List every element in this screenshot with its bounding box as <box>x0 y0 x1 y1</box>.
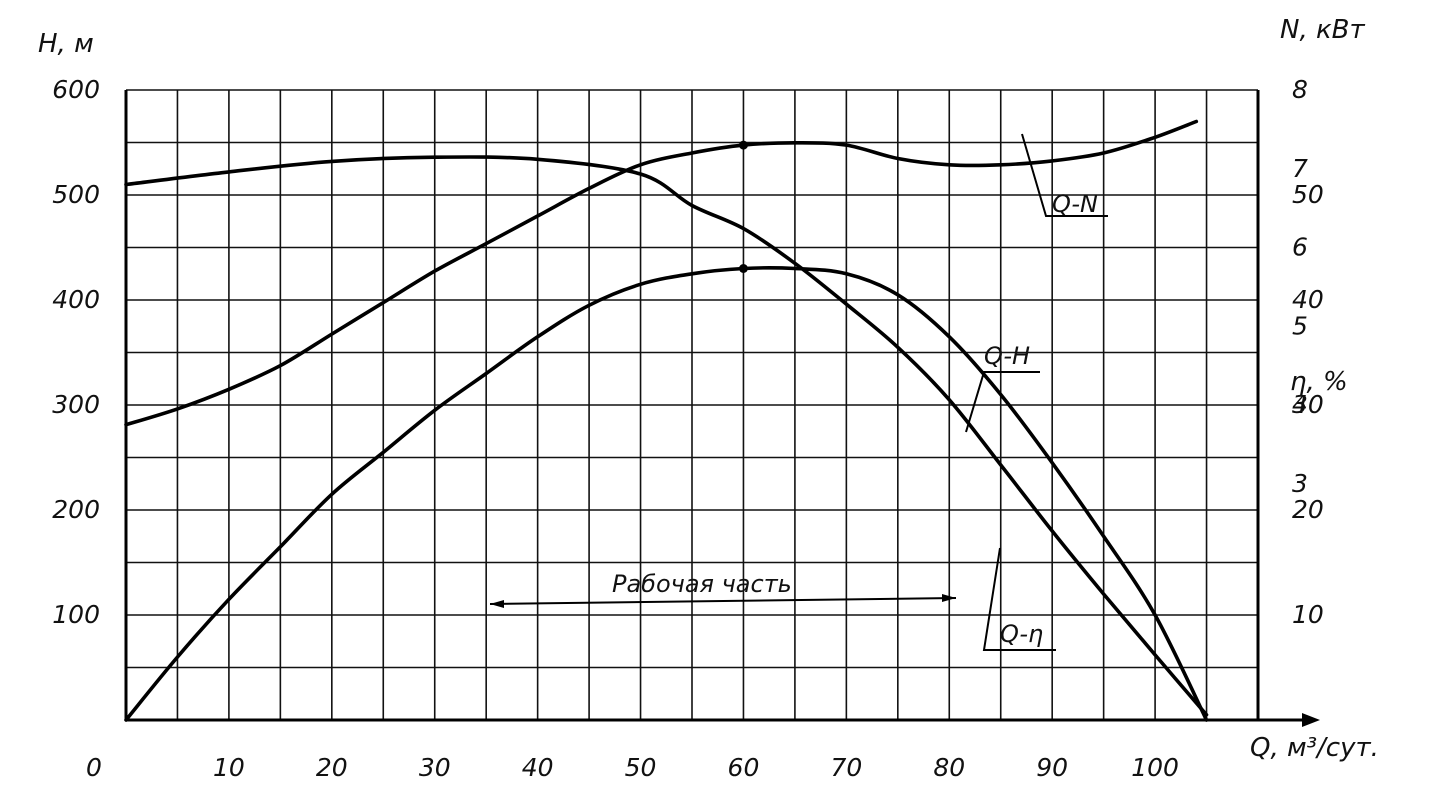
annotation-arrow <box>489 594 957 608</box>
leader-q-eta <box>982 547 1056 651</box>
x-tick-label: 70 <box>830 753 862 782</box>
x-axis-title: Q, м³/сут. <box>1250 733 1379 763</box>
series-line-q-n <box>124 119 1199 427</box>
series-label-q-eta: Q-η <box>1000 620 1043 648</box>
y-left-tick-label: 500 <box>52 180 100 209</box>
y-left-tick-label: 100 <box>52 600 100 629</box>
x-tick-label: 50 <box>625 753 657 782</box>
y-right-power-tick-label: 5 <box>1292 311 1308 340</box>
y-right-efficiency-tick-label: 50 <box>1292 180 1324 209</box>
y-right-power-tick-label: 4 <box>1292 390 1308 419</box>
curve-marker <box>738 140 748 150</box>
x-tick-label: 0 <box>86 753 102 782</box>
y-left-axis-title: H, м <box>38 29 94 59</box>
y-right-power-tick-label: 7 <box>1292 154 1308 183</box>
x-tick-label: 20 <box>316 753 348 782</box>
series-line-q-eta <box>124 266 1209 722</box>
y-right-efficiency-tick-label: 40 <box>1292 285 1324 314</box>
y-right-efficiency-tick-label: 10 <box>1292 600 1324 629</box>
curve-marker <box>738 264 748 273</box>
tick-labels: 0 10 20 30 40 50 60 70 80 90 100 100 200 300 400 500 600… <box>52 75 1324 782</box>
curves <box>124 119 1209 722</box>
x-axis-arrow <box>1302 713 1320 727</box>
leader-q-n <box>1021 133 1108 217</box>
y-right-power-tick-label: 3 <box>1292 469 1308 498</box>
leader-q-h <box>965 371 1040 433</box>
y-right-efficiency-axis-title: η, % <box>1290 367 1348 397</box>
y-right-power-axis-title: N, кВт <box>1280 15 1366 45</box>
y-left-tick-label: 600 <box>52 75 100 104</box>
axes <box>124 90 1320 727</box>
x-tick-label: 10 <box>213 753 245 782</box>
annotation-working-range: Рабочая часть <box>612 570 792 598</box>
series-label-q-h: Q-H <box>984 342 1030 370</box>
x-tick-label: 80 <box>933 753 965 782</box>
y-right-power-tick-label: 6 <box>1292 233 1308 262</box>
y-left-tick-label: 200 <box>52 495 100 524</box>
series-label-q-n: Q-N <box>1052 190 1098 218</box>
x-tick-label: 60 <box>728 753 760 782</box>
y-left-tick-label: 400 <box>52 285 100 314</box>
series-line-q-h <box>124 155 1209 717</box>
y-right-power-tick-label: 8 <box>1292 75 1308 104</box>
y-right-efficiency-tick-label: 30 <box>1292 390 1324 419</box>
x-tick-label: 40 <box>522 753 554 782</box>
x-tick-label: 90 <box>1036 753 1068 782</box>
y-left-tick-label: 300 <box>52 390 100 419</box>
grid <box>126 89 1258 720</box>
x-tick-label: 100 <box>1131 753 1179 782</box>
y-right-efficiency-tick-label: 20 <box>1292 495 1324 524</box>
x-tick-label: 30 <box>419 753 451 782</box>
